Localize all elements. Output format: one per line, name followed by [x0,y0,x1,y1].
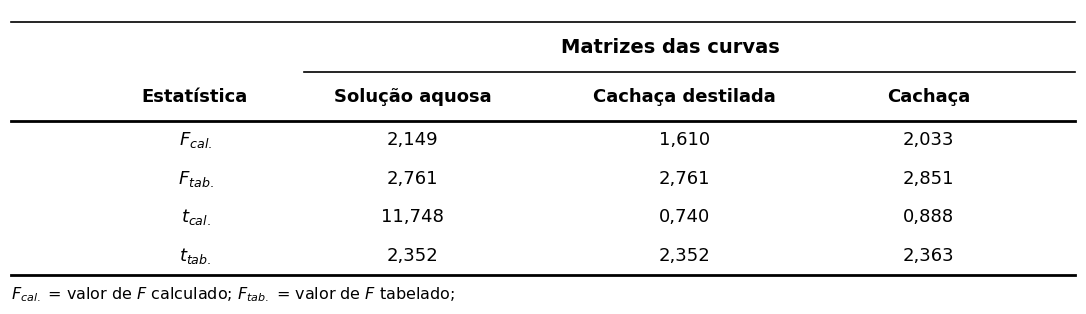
Text: 11,748: 11,748 [381,208,444,226]
Text: Cachaça destilada: Cachaça destilada [593,88,775,106]
Text: Matrizes das curvas: Matrizes das curvas [561,38,780,57]
Text: $F_{tab.}$: $F_{tab.}$ [178,169,213,189]
Text: 2,761: 2,761 [387,170,439,187]
Text: $F_{cal.}$ = valor de $F$ calculado; $F_{tab.}$ = valor de $F$ tabelado;: $F_{cal.}$ = valor de $F$ calculado; $F_… [11,285,455,304]
Text: 2,149: 2,149 [387,131,439,149]
Text: 2,851: 2,851 [902,170,955,187]
Text: 0,888: 0,888 [902,208,955,226]
Text: 2,352: 2,352 [658,246,710,264]
Text: $F_{cal.}$: $F_{cal.}$ [179,130,212,150]
Text: 2,033: 2,033 [902,131,955,149]
Text: Estatística: Estatística [141,88,248,106]
Text: $t_{cal.}$: $t_{cal.}$ [180,207,211,227]
Text: 2,352: 2,352 [387,246,439,264]
Text: Solução aquosa: Solução aquosa [333,88,492,106]
Text: 2,363: 2,363 [902,246,955,264]
Text: 2,761: 2,761 [658,170,710,187]
Text: 1,610: 1,610 [658,131,710,149]
Text: $t_{tab.}$: $t_{tab.}$ [179,246,212,266]
Text: 0,740: 0,740 [658,208,710,226]
Text: Cachaça: Cachaça [887,88,970,106]
